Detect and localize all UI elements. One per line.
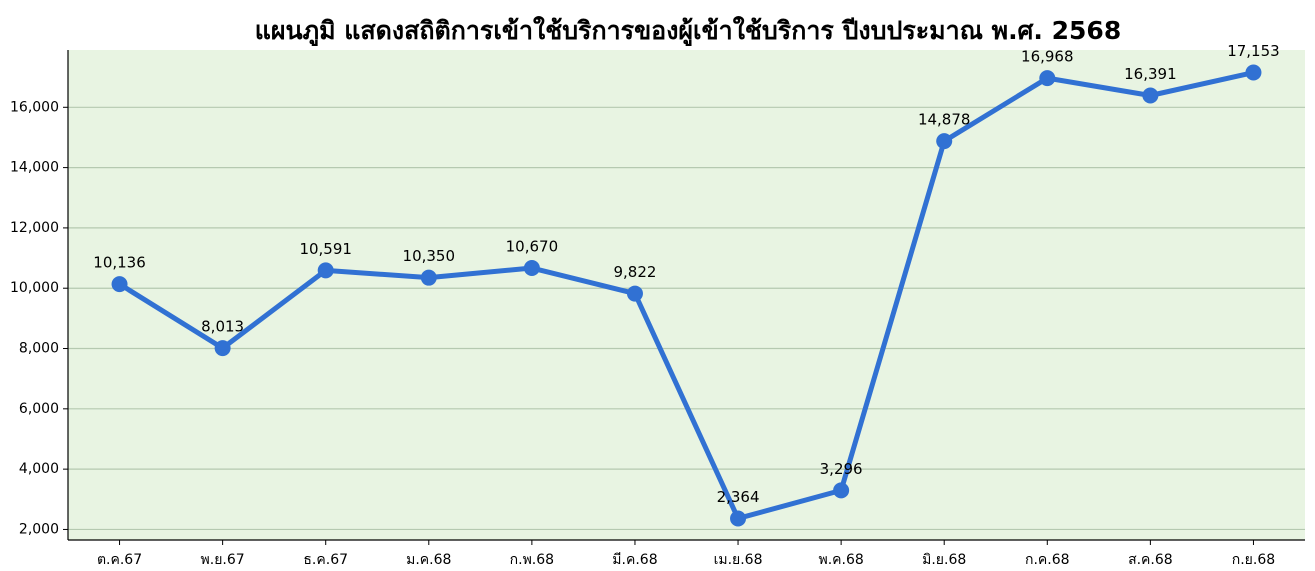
plot-background (68, 50, 1305, 540)
data-label: 10,591 (299, 240, 352, 258)
data-label: 10,670 (506, 238, 559, 256)
x-tick-label: มิ.ย.68 (922, 552, 966, 568)
x-tick-label: พ.ค.68 (818, 552, 863, 568)
chart-title: แผนภูมิ แสดงสถิติการเข้าใช้บริการของผู้เ… (255, 15, 1121, 47)
data-point (833, 482, 850, 499)
x-tick-label: ก.ย.68 (1232, 552, 1275, 568)
data-label: 9,822 (613, 263, 656, 281)
data-label: 16,968 (1021, 48, 1074, 66)
data-point (936, 133, 953, 150)
series-line (118, 70, 1255, 521)
data-point (626, 285, 643, 302)
data-label: 8,013 (201, 318, 244, 336)
y-tick-label: 2,000 (19, 521, 59, 537)
y-tick-label: 8,000 (19, 341, 59, 357)
x-tick-label: ต.ค.67 (97, 552, 142, 568)
x-tick-label: ก.พ.68 (510, 552, 554, 568)
y-tick-label: 14,000 (10, 160, 59, 176)
data-point (214, 340, 231, 357)
data-point (730, 510, 747, 527)
x-tick-label: ก.ค.68 (1025, 552, 1070, 568)
data-point (1142, 87, 1159, 104)
y-tick-label: 12,000 (10, 220, 59, 236)
x-tick-label: มี.ค.68 (612, 552, 657, 568)
data-label: 10,136 (93, 254, 146, 272)
data-label: 3,296 (820, 460, 863, 478)
data-point (523, 260, 540, 277)
y-tick-label: 4,000 (19, 461, 59, 477)
data-point (1245, 64, 1262, 81)
x-tick-label: ธ.ค.67 (303, 552, 348, 568)
x-tick-label: เม.ย.68 (714, 552, 763, 568)
y-tick-label: 16,000 (10, 99, 59, 115)
x-tick-label: พ.ย.67 (201, 552, 245, 568)
data-point (111, 276, 128, 293)
data-label: 16,391 (1124, 65, 1177, 83)
data-point (420, 269, 437, 286)
y-tick-label: 10,000 (10, 280, 59, 296)
data-label: 17,153 (1227, 42, 1280, 60)
data-label: 14,878 (918, 111, 971, 129)
data-label: 10,350 (403, 247, 456, 265)
data-point (1039, 70, 1056, 87)
x-tick-label: ส.ค.68 (1128, 552, 1173, 568)
data-label: 2,364 (717, 488, 760, 506)
x-tick-label: ม.ค.68 (406, 552, 451, 568)
data-point (317, 262, 334, 279)
y-tick-label: 6,000 (19, 401, 59, 417)
